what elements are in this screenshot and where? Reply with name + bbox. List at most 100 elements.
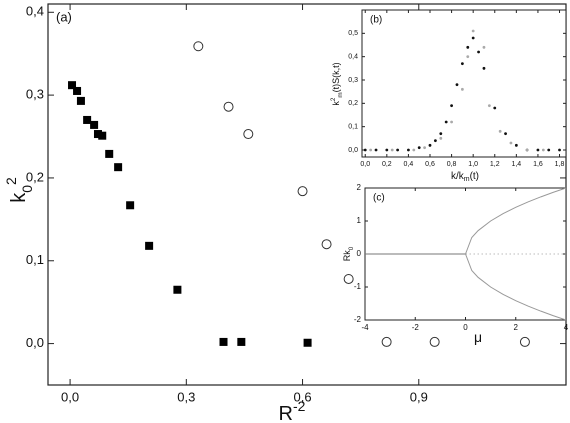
data-point [390, 148, 394, 152]
label-part: R [279, 403, 293, 423]
data-point [297, 186, 308, 197]
data-point [83, 115, 92, 124]
data-point [439, 136, 443, 140]
data-point [466, 45, 470, 49]
data-point [343, 273, 354, 284]
x-tick-label: 0 [463, 323, 468, 332]
label-part: 0 [348, 246, 355, 250]
data-point [466, 55, 470, 59]
label-part: (t)S(k,t) [331, 62, 341, 92]
y-tick-label: 0,1 [348, 124, 358, 131]
data-point [493, 106, 497, 110]
data-point [536, 148, 540, 152]
data-point [498, 129, 502, 133]
data-point [381, 336, 392, 347]
data-point [547, 148, 551, 152]
data-point [126, 201, 135, 210]
data-point [541, 148, 545, 152]
y-tick-label: 0,1 [26, 252, 44, 267]
data-point [90, 120, 99, 129]
x-tick-label: 1,0 [468, 161, 478, 168]
data-point [471, 36, 475, 40]
y-tick-label: 0,5 [348, 30, 358, 37]
data-point [105, 149, 114, 158]
data-point [369, 148, 373, 152]
x-tick-label: 0,0 [61, 389, 79, 404]
x-tick-label: 0,6 [425, 161, 435, 168]
data-point [487, 104, 491, 108]
x-tick-label: -2 [412, 323, 420, 332]
data-point [396, 148, 400, 152]
data-point [423, 146, 427, 150]
y-tick-label: 0,4 [26, 4, 44, 19]
x-tick-label: 0,9 [410, 389, 428, 404]
x-tick-label: 0,2 [382, 161, 392, 168]
data-point [412, 148, 416, 152]
y-tick-label: -2 [354, 315, 362, 324]
x-tick-label: 4 [564, 323, 569, 332]
data-point [519, 336, 530, 347]
label-part: m [464, 176, 470, 183]
y-axis-label: k02 [3, 177, 35, 203]
data-point [303, 338, 312, 347]
data-point [93, 130, 102, 139]
data-point [509, 141, 513, 145]
data-point [76, 96, 85, 105]
label-part: k/k [451, 171, 465, 182]
x-tick-label: 1,2 [490, 161, 500, 168]
data-point [433, 139, 437, 143]
data-point [73, 86, 82, 95]
data-point [114, 163, 123, 172]
y-tick-label: 0,2 [26, 169, 44, 184]
data-point [237, 337, 246, 346]
y-axis-label: Rk0 [342, 246, 355, 261]
data-point [428, 143, 432, 147]
x-axis-label: R-2 [279, 398, 306, 423]
data-point [450, 104, 453, 108]
x-tick-label: 1,4 [511, 161, 521, 168]
data-point [460, 62, 464, 66]
y-tick-label: -1 [354, 282, 362, 291]
data-point [417, 146, 421, 150]
x-tick-label: 0,8 [447, 161, 457, 168]
data-point [173, 285, 182, 294]
data-point [471, 29, 475, 33]
y-axis-label: k2m(t)S(k,t) [330, 62, 344, 105]
panel-label: (c) [373, 193, 385, 204]
data-point [558, 148, 561, 152]
data-point [223, 101, 234, 112]
label-part: (t) [470, 171, 479, 182]
data-point [450, 120, 453, 124]
x-tick-label: 0,3 [177, 389, 195, 404]
x-axis-label: k/km(t) [451, 171, 479, 184]
x-tick-label: 0,6 [294, 389, 312, 404]
data-point [514, 143, 518, 147]
x-tick-label: -4 [361, 323, 369, 332]
data-point [407, 148, 410, 152]
data-point [68, 81, 77, 90]
data-point [444, 120, 448, 124]
data-point [363, 148, 367, 152]
label-part: 2 [330, 97, 337, 101]
data-line [465, 187, 567, 255]
y-tick-label: 2 [357, 183, 362, 192]
label-part: 2 [3, 177, 19, 185]
data-point [525, 148, 529, 152]
x-tick-label: 2 [514, 323, 519, 332]
data-point [482, 45, 486, 49]
label-part: k [331, 101, 341, 106]
y-tick-label: 0,3 [26, 87, 44, 102]
data-point [477, 50, 480, 54]
x-tick-label: 1,8 [555, 161, 565, 168]
data-point [145, 241, 154, 250]
data-point [321, 239, 332, 250]
label-part: k [8, 192, 30, 203]
data-point [455, 83, 459, 87]
label-part: μ [474, 329, 482, 345]
y-tick-label: 0,0 [26, 335, 44, 350]
data-point [243, 129, 254, 140]
data-point [374, 148, 378, 152]
panel-label: (b) [370, 15, 382, 26]
